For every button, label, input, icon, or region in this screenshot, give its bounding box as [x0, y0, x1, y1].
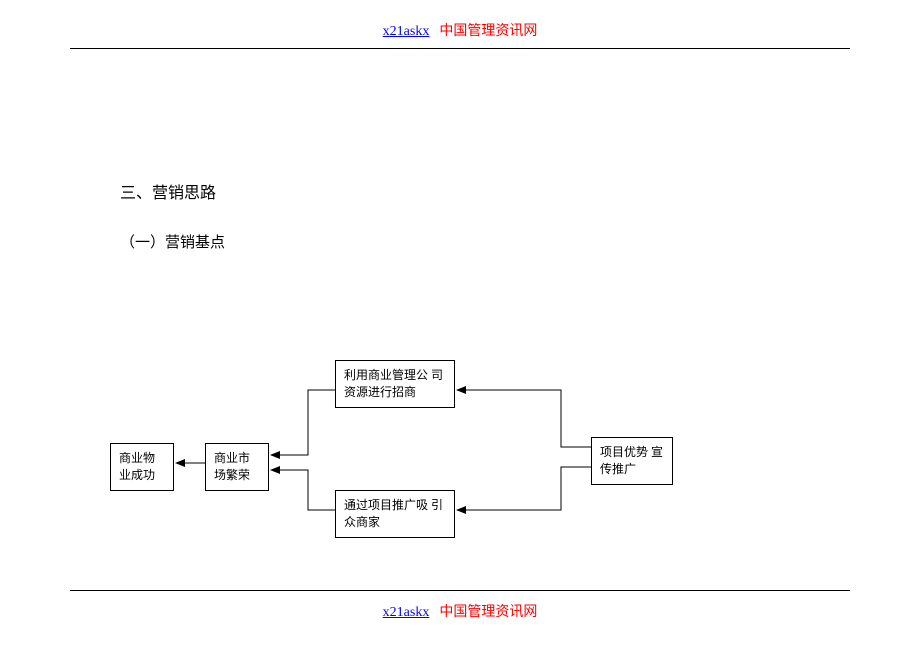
- footer-link[interactable]: x21askx: [383, 605, 430, 620]
- flowchart-node-n3: 商业市 场繁荣: [205, 443, 269, 491]
- flowchart-edge: [457, 467, 591, 510]
- footer-site-name: 中国管理资讯网: [439, 605, 537, 620]
- section-title: 三、营销思路: [120, 179, 800, 203]
- flowchart-edge: [457, 390, 591, 447]
- header-link[interactable]: x21askx: [383, 24, 430, 39]
- page-footer: x21askx 中国管理资讯网: [70, 590, 850, 621]
- page-header: x21askx 中国管理资讯网: [70, 0, 850, 49]
- subsection-title: （一）营销基点: [120, 231, 800, 252]
- flowchart-node-n1: 利用商业管理公 司资源进行招商: [335, 360, 455, 408]
- flowchart-node-n2: 通过项目推广吸 引众商家: [335, 490, 455, 538]
- flowchart-node-n4: 商业物 业成功: [110, 443, 174, 491]
- content-area: 三、营销思路 （一）营销基点: [0, 49, 920, 252]
- flowchart-node-n0: 项目优势 宣传推广: [591, 437, 673, 485]
- flowchart-edge: [271, 390, 335, 455]
- flowchart-edge: [271, 470, 335, 510]
- flowchart: 项目优势 宣传推广 利用商业管理公 司资源进行招商通过项目推广吸 引众商家 商业市 …: [110, 360, 810, 560]
- header-site-name: 中国管理资讯网: [439, 24, 537, 39]
